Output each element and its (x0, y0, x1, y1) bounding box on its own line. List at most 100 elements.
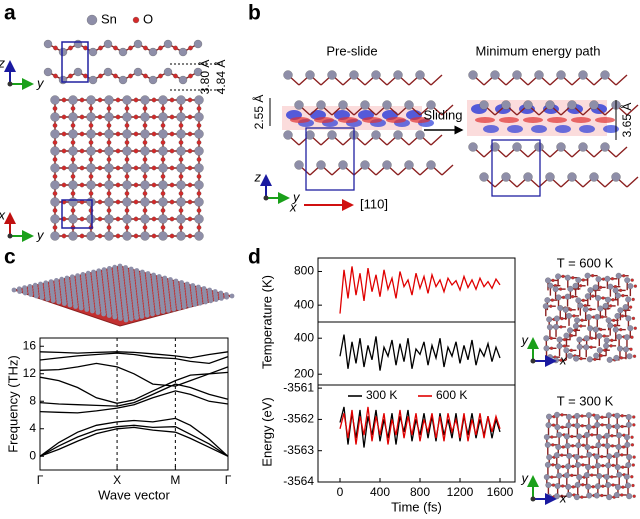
density-lobe (499, 117, 519, 123)
atom (283, 70, 293, 80)
atom (561, 464, 565, 469)
atom (133, 199, 139, 205)
atom (605, 462, 612, 469)
atom (575, 297, 582, 304)
atom (160, 208, 166, 213)
atom (617, 307, 624, 314)
atom (626, 454, 633, 461)
atom (97, 114, 103, 120)
atom (415, 70, 425, 80)
atom (142, 191, 148, 196)
legend-label: 600 K (436, 388, 467, 402)
atom (106, 140, 112, 145)
atom (70, 140, 76, 145)
density-lobe (475, 117, 495, 123)
atom (124, 106, 130, 111)
atom (132, 16, 140, 24)
atom (611, 172, 621, 182)
atom (86, 146, 96, 156)
atom (555, 463, 561, 470)
x-axis-label: Time (fs) (391, 499, 442, 514)
unit-cell (305, 127, 355, 191)
dimension: 3.65 Å (619, 103, 634, 138)
atom (581, 483, 585, 487)
atom (632, 455, 636, 459)
atom (611, 298, 615, 302)
atom (187, 148, 193, 154)
atom (160, 106, 166, 111)
atom (22, 290, 28, 296)
atom (561, 274, 565, 279)
atom (581, 463, 585, 467)
atom (579, 356, 583, 361)
atom (176, 305, 182, 311)
atom (574, 422, 581, 429)
atom (34, 293, 39, 299)
atom (613, 354, 620, 361)
atom (133, 97, 139, 103)
atom (632, 423, 636, 427)
atom (158, 231, 168, 241)
atom (571, 485, 575, 489)
density-lobe (595, 117, 615, 123)
atom (602, 334, 606, 338)
atom (600, 493, 604, 498)
atom (616, 471, 623, 478)
atom (73, 67, 83, 77)
atom (567, 172, 577, 182)
atom (52, 208, 58, 213)
atom (614, 484, 621, 491)
atom (553, 315, 560, 322)
atom (142, 225, 148, 230)
atom (196, 191, 202, 196)
axis-label: y (521, 332, 530, 347)
bond (430, 134, 443, 146)
atom (556, 142, 566, 152)
x-tick-label: 800 (410, 485, 430, 499)
atom (50, 180, 60, 190)
atom (574, 481, 581, 488)
atom (563, 332, 570, 339)
atom (213, 297, 219, 302)
atom (606, 494, 613, 501)
atom (587, 287, 594, 294)
y-tick-label: -3562 (283, 412, 314, 426)
atom (194, 180, 204, 190)
atom (630, 435, 634, 439)
atom (78, 305, 84, 311)
atom (614, 292, 621, 299)
atom (566, 492, 573, 498)
atom (545, 172, 555, 182)
atom (546, 454, 553, 461)
atom (566, 413, 572, 420)
atom (73, 39, 83, 49)
data-line (39, 371, 229, 404)
snapshot-title: T = 600 K (557, 255, 614, 270)
atom (294, 100, 304, 110)
atom (79, 131, 85, 137)
plot-frame (317, 257, 516, 323)
atom (544, 441, 551, 448)
atom (101, 311, 106, 317)
atom (158, 112, 168, 122)
atom (148, 75, 158, 85)
data-line (39, 426, 229, 457)
atom (561, 445, 565, 449)
atom (98, 73, 103, 79)
atom (594, 313, 601, 320)
atom (169, 97, 175, 103)
atom (169, 182, 175, 188)
atom (104, 163, 114, 173)
atom (62, 301, 67, 306)
atom (605, 412, 612, 419)
atom (133, 182, 139, 188)
atom (68, 45, 73, 51)
atom (622, 274, 626, 278)
atom (601, 484, 605, 488)
atom (585, 464, 592, 471)
atom (169, 233, 175, 239)
atom (523, 172, 533, 182)
atom (620, 414, 624, 418)
atom (585, 412, 592, 419)
